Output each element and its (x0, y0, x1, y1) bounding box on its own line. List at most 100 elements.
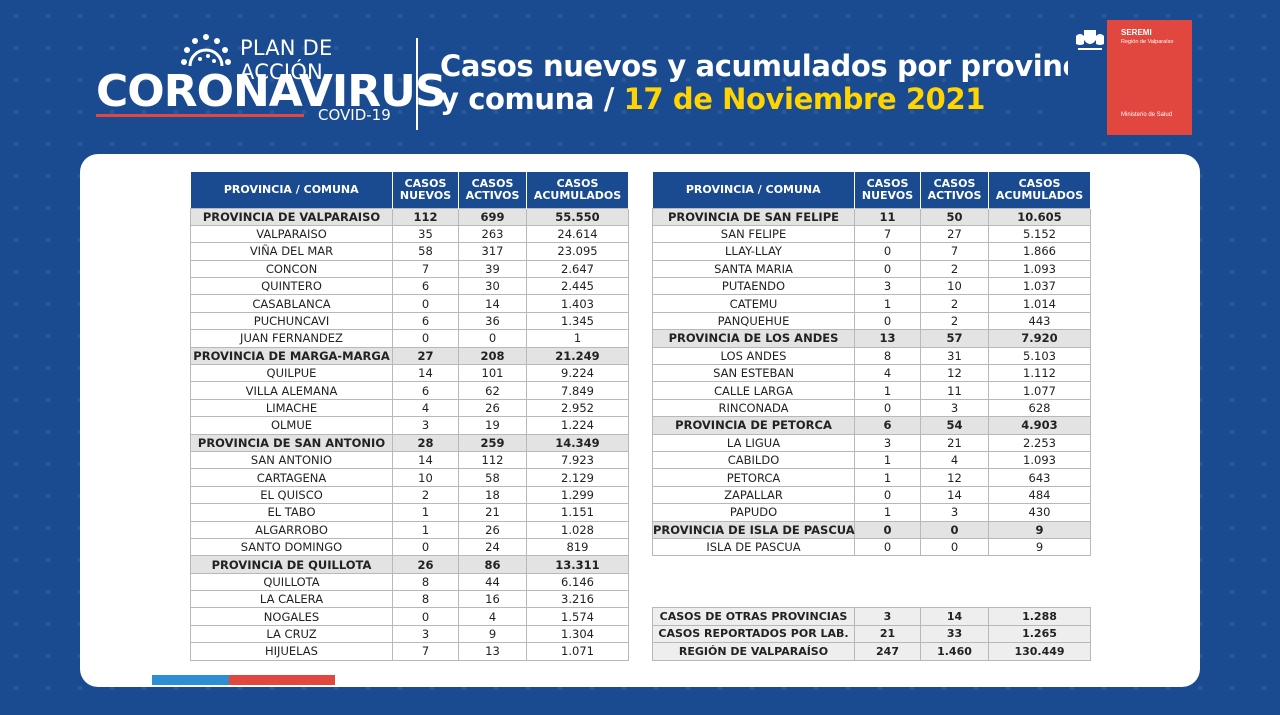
cell-new: 7 (392, 642, 459, 661)
cell-active: 4 (458, 607, 527, 626)
cell-name: PROVINCIA DE VALPARAISO (190, 207, 393, 226)
cell-active: 112 (458, 450, 527, 470)
cell-new: 28 (392, 433, 459, 452)
cell-total: 21.249 (526, 346, 629, 366)
cell-new: 0 (392, 294, 459, 313)
cell-name: HIJUELAS (190, 642, 393, 661)
cell-total: 1.866 (988, 242, 1091, 261)
cell-new: 3 (392, 416, 459, 435)
cell-active: 3 (920, 398, 989, 418)
cell-name: LIMACHE (190, 398, 393, 418)
cell-total: 2.129 (526, 468, 629, 487)
cell-new: 58 (392, 242, 459, 261)
cell-total: 443 (988, 311, 1091, 331)
col-header-active: CASOS ACTIVOS (920, 172, 989, 208)
cell-total: 1.288 (988, 607, 1091, 626)
cell-active: 14 (458, 294, 527, 313)
cell-total: 484 (988, 485, 1091, 505)
cell-total: 2.253 (988, 433, 1091, 452)
cell-new: 27 (392, 346, 459, 366)
cell-active: 86 (458, 555, 527, 574)
coat-of-arms-icon (1076, 30, 1104, 50)
col-header-total: CASOS ACUMULADOS (988, 172, 1091, 208)
table-row: SANTA MARIA 0 2 1.093 (652, 259, 1091, 279)
cell-new: 1 (854, 294, 921, 313)
table-right: PROVINCIA / COMUNA CASOS NUEVOS CASOS AC… (652, 172, 1091, 557)
cell-name: LA CALERA (190, 590, 393, 609)
cell-active: 57 (920, 329, 989, 348)
cell-new: 8 (392, 590, 459, 609)
cell-total: 9 (988, 537, 1091, 557)
cell-active: 2 (920, 294, 989, 313)
cell-name: QUILLOTA (190, 572, 393, 592)
cell-active: 3 (920, 503, 989, 522)
table-row: CABILDO 1 4 1.093 (652, 450, 1091, 470)
cell-name: PUCHUNCAVI (190, 311, 393, 331)
cell-total: 1.299 (526, 485, 629, 505)
province-row: PROVINCIA DE VALPARAISO 112 699 55.550 (190, 207, 629, 226)
cell-new: 0 (854, 398, 921, 418)
cell-active: 19 (458, 416, 527, 435)
cell-name: EL QUISCO (190, 485, 393, 505)
cell-active: 16 (458, 590, 527, 609)
cell-name: ISLA DE PASCUA (652, 537, 855, 557)
table-row: PETORCA 1 12 643 (652, 468, 1091, 487)
cell-active: 317 (458, 242, 527, 261)
cell-name: LA CRUZ (190, 624, 393, 644)
cell-active: 58 (458, 468, 527, 487)
table-header-row: PROVINCIA / COMUNA CASOS NUEVOS CASOS AC… (652, 172, 1091, 208)
cell-active: 33 (920, 624, 989, 643)
cell-active: 259 (458, 433, 527, 452)
cell-active: 21 (920, 433, 989, 452)
cell-name: CALLE LARGA (652, 381, 855, 400)
cell-total: 24.614 (526, 224, 629, 244)
table-row: LA CRUZ 3 9 1.304 (190, 624, 629, 644)
cell-name: SANTO DOMINGO (190, 537, 393, 557)
cell-name: CONCON (190, 259, 393, 279)
table-row: EL TABO 1 21 1.151 (190, 503, 629, 522)
cell-total: 1.265 (988, 624, 1091, 643)
table-row: PAPUDO 1 3 430 (652, 503, 1091, 522)
col-header-place: PROVINCIA / COMUNA (190, 172, 393, 208)
coronavirus-logo: PLAN DE ACCIÓN CORONAVIRUS COVID-19 (96, 30, 447, 125)
cell-new: 0 (854, 485, 921, 505)
title-date: 17 de Noviembre 2021 (623, 82, 986, 116)
cell-name: VILLA ALEMANA (190, 381, 393, 400)
cell-active: 54 (920, 416, 989, 435)
cell-active: 0 (458, 329, 527, 348)
cell-name: SAN FELIPE (652, 224, 855, 244)
col-header-place: PROVINCIA / COMUNA (652, 172, 855, 208)
cell-new: 35 (392, 224, 459, 244)
cell-total: 1.014 (988, 294, 1091, 313)
cell-new: 7 (854, 224, 921, 244)
cell-total: 628 (988, 398, 1091, 418)
cell-new: 0 (854, 311, 921, 331)
table-summary: CASOS DE OTRAS PROVINCIAS 3 14 1.288 CASOS R… (652, 607, 1091, 661)
province-row: PROVINCIA DE PETORCA 6 54 4.903 (652, 416, 1091, 435)
table-row: LA CALERA 8 16 3.216 (190, 590, 629, 609)
cell-new: 1 (392, 520, 459, 539)
table-row: CASOS DE OTRAS PROVINCIAS 3 14 1.288 (652, 607, 1091, 626)
table-row: REGIÓN DE VALPARAÍSO 247 1.460 130.449 (652, 642, 1091, 661)
cell-name: CATEMU (652, 294, 855, 313)
cell-name: QUINTERO (190, 277, 393, 296)
cell-active: 699 (458, 207, 527, 226)
cell-active: 27 (920, 224, 989, 244)
cell-name: LOS ANDES (652, 346, 855, 366)
cell-total: 23.095 (526, 242, 629, 261)
cell-active: 101 (458, 364, 527, 383)
cell-new: 7 (392, 259, 459, 279)
table-row: CASABLANCA 0 14 1.403 (190, 294, 629, 313)
cell-total: 7.923 (526, 450, 629, 470)
cell-name: PROVINCIA DE LOS ANDES (652, 329, 855, 348)
cell-new: 26 (392, 555, 459, 574)
table-row: CALLE LARGA 1 11 1.077 (652, 381, 1091, 400)
cell-new: 6 (392, 311, 459, 331)
cell-total: 1.071 (526, 642, 629, 661)
coronavirus-label: CORONAVIRUS (96, 66, 447, 117)
province-row: PROVINCIA DE QUILLOTA 26 86 13.311 (190, 555, 629, 574)
cell-name: CARTAGENA (190, 468, 393, 487)
cell-total: 9 (988, 520, 1091, 539)
cell-new: 3 (854, 433, 921, 452)
footer-bar-red (229, 675, 335, 685)
